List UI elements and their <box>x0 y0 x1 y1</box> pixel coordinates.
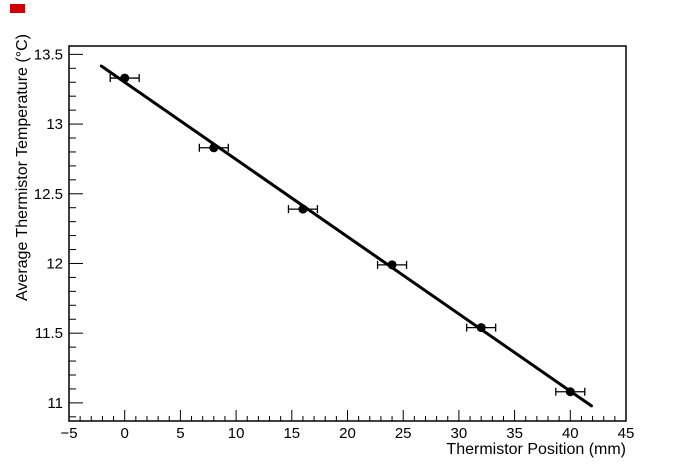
x-tick-label: −5 <box>60 425 77 442</box>
x-tick-label: 25 <box>395 425 412 442</box>
x-tick-label: 35 <box>506 425 523 442</box>
x-tick-label: 5 <box>176 425 184 442</box>
x-tick-label: 45 <box>618 425 635 442</box>
y-tick-label: 13.5 <box>34 46 63 63</box>
fit-line <box>99 64 593 408</box>
x-axis-title: Thermistor Position (mm) <box>446 441 626 458</box>
y-tick-label: 11 <box>47 395 63 412</box>
x-tick-label: 30 <box>451 425 468 442</box>
y-axis-title: Average Thermistor Temperature (°C) <box>14 34 31 301</box>
y-tick-label: 11.5 <box>35 325 63 342</box>
red-corner-marker <box>10 4 25 13</box>
y-tick-label: 12 <box>46 255 63 272</box>
x-tick-label: 10 <box>228 425 245 442</box>
x-tick-label: 20 <box>339 425 356 442</box>
x-tick-label: 40 <box>562 425 579 442</box>
plot-layers: −5 0 5 10 15 20 25 30 35 40 45 11 11.5 12 12.5 13 13.5 <box>34 45 635 442</box>
y-tick-label: 13 <box>46 116 63 133</box>
x-tick-label: 15 <box>283 425 300 442</box>
x-tick-label: 0 <box>121 425 129 442</box>
y-tick-label: 12.5 <box>34 186 63 203</box>
